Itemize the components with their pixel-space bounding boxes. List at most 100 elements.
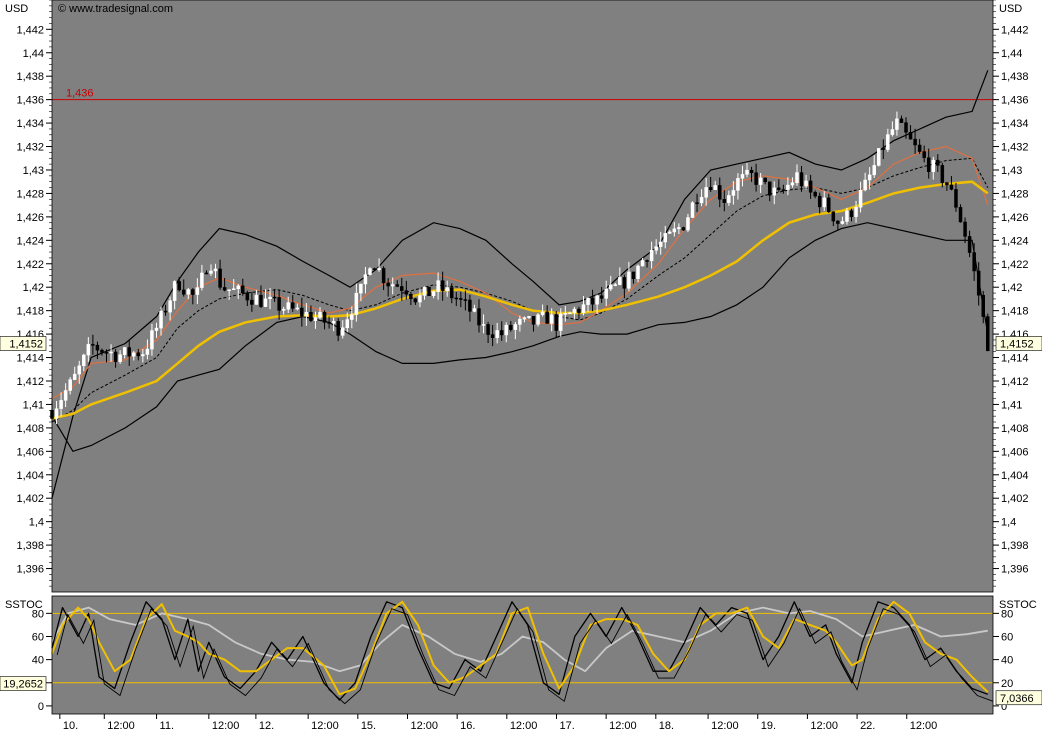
stoch-tick-label-left: 40 xyxy=(32,655,44,667)
candle-body xyxy=(486,324,490,335)
candle-body xyxy=(372,268,377,271)
candle-body xyxy=(754,172,758,185)
last-price-marker-left xyxy=(0,336,47,351)
right-axis-strip xyxy=(993,0,1042,734)
candle-body xyxy=(790,182,795,186)
candle-body xyxy=(109,351,113,354)
x-tick-label: 19. xyxy=(761,720,776,732)
candle-body xyxy=(418,295,422,303)
candle-body xyxy=(104,352,109,354)
series-lower-band xyxy=(51,222,989,453)
candle-body xyxy=(886,134,890,150)
candle-body xyxy=(150,330,154,350)
stoch-series-fast xyxy=(51,601,989,701)
stoch-tick-label-left: 60 xyxy=(32,631,44,643)
candle-body xyxy=(527,316,531,318)
currency-label-right: USD xyxy=(999,3,1022,15)
candle-body xyxy=(590,297,595,305)
candle-body xyxy=(122,347,127,355)
left-axis-strip xyxy=(0,0,52,734)
stoch-tick-label-right: 60 xyxy=(1001,631,1013,643)
candle-body xyxy=(727,195,731,203)
candle-body xyxy=(200,272,204,288)
candle-body xyxy=(295,307,300,310)
candle-body xyxy=(690,202,695,218)
stoch-series-fast-2 xyxy=(56,607,994,705)
price-tick-label-right: 1,436 xyxy=(1001,95,1029,107)
candle-body xyxy=(322,311,327,323)
candle-body xyxy=(132,352,136,357)
candle-body xyxy=(509,324,513,330)
candle-body xyxy=(504,324,509,336)
x-tick-label: 18. xyxy=(659,720,674,732)
price-tick-label-right: 1,43 xyxy=(1001,165,1022,177)
stoch-panel-border xyxy=(51,595,994,715)
candle-body xyxy=(327,322,331,324)
candle-body xyxy=(699,197,704,204)
price-tick-label-left: 1,406 xyxy=(16,446,44,458)
candle-body xyxy=(631,271,636,279)
candle-body xyxy=(449,287,454,299)
candle-body xyxy=(872,165,876,176)
price-tick-label-right: 1,418 xyxy=(1001,306,1029,318)
price-tick-label-left: 1,396 xyxy=(16,564,44,576)
candle-body xyxy=(95,344,100,351)
candle-body xyxy=(958,207,963,223)
price-tick-label-left: 1,42 xyxy=(23,282,44,294)
candle-body xyxy=(540,311,545,315)
candle-body xyxy=(663,233,667,243)
candle-body xyxy=(231,288,236,290)
price-tick-label-right: 1,424 xyxy=(1001,235,1029,247)
candle-body xyxy=(363,274,368,285)
candle-body xyxy=(277,297,281,311)
candle-body xyxy=(499,330,504,336)
candle-body xyxy=(409,293,413,300)
series-upper-band xyxy=(51,70,989,499)
candle-body xyxy=(254,294,259,305)
candle-body xyxy=(445,287,449,291)
candle-body xyxy=(422,286,427,296)
candle-body xyxy=(127,347,131,357)
currency-label-left: USD xyxy=(5,3,28,15)
candle-body xyxy=(658,241,663,247)
candle-body xyxy=(618,277,622,285)
price-tick-label-left: 1,44 xyxy=(23,48,44,60)
candle-body xyxy=(563,313,568,315)
price-tick-label-left: 1,43 xyxy=(23,165,44,177)
price-tick-label-right: 1,44 xyxy=(1001,48,1022,60)
candle-body xyxy=(777,187,781,190)
candle-body xyxy=(436,280,440,292)
stoch-last-label-left: 19,2652 xyxy=(3,679,43,691)
stoch-tick-label-left: 80 xyxy=(32,608,44,620)
candle-body xyxy=(899,118,904,123)
candle-body xyxy=(967,236,972,253)
candle-body xyxy=(350,314,354,320)
candle-body xyxy=(163,310,168,313)
candle-body xyxy=(949,184,954,190)
candle-body xyxy=(63,390,68,401)
candle-body xyxy=(549,314,554,324)
price-tick-label-left: 1,41 xyxy=(23,399,44,411)
candle-body xyxy=(758,177,763,185)
candle-body xyxy=(781,189,786,191)
x-tick-label: 11. xyxy=(160,720,174,732)
candle-body xyxy=(245,292,250,301)
price-tick-label-left: 1,404 xyxy=(16,470,44,482)
candle-body xyxy=(595,295,599,305)
candle-body xyxy=(241,285,245,294)
candle-body xyxy=(586,297,590,305)
x-tick-label: 12:00 xyxy=(910,720,938,732)
candle-body xyxy=(745,169,749,175)
candle-body xyxy=(145,348,150,355)
candle-body xyxy=(813,191,817,197)
candle-body xyxy=(559,313,563,331)
candle-body xyxy=(808,180,813,193)
x-tick-label: 12:00 xyxy=(410,720,438,732)
candle-body xyxy=(100,349,104,353)
candle-body xyxy=(972,252,976,272)
candle-body xyxy=(222,287,227,291)
candle-body xyxy=(490,334,495,338)
candle-body xyxy=(763,177,767,183)
candle-body xyxy=(608,284,613,290)
candle-body xyxy=(840,221,845,224)
